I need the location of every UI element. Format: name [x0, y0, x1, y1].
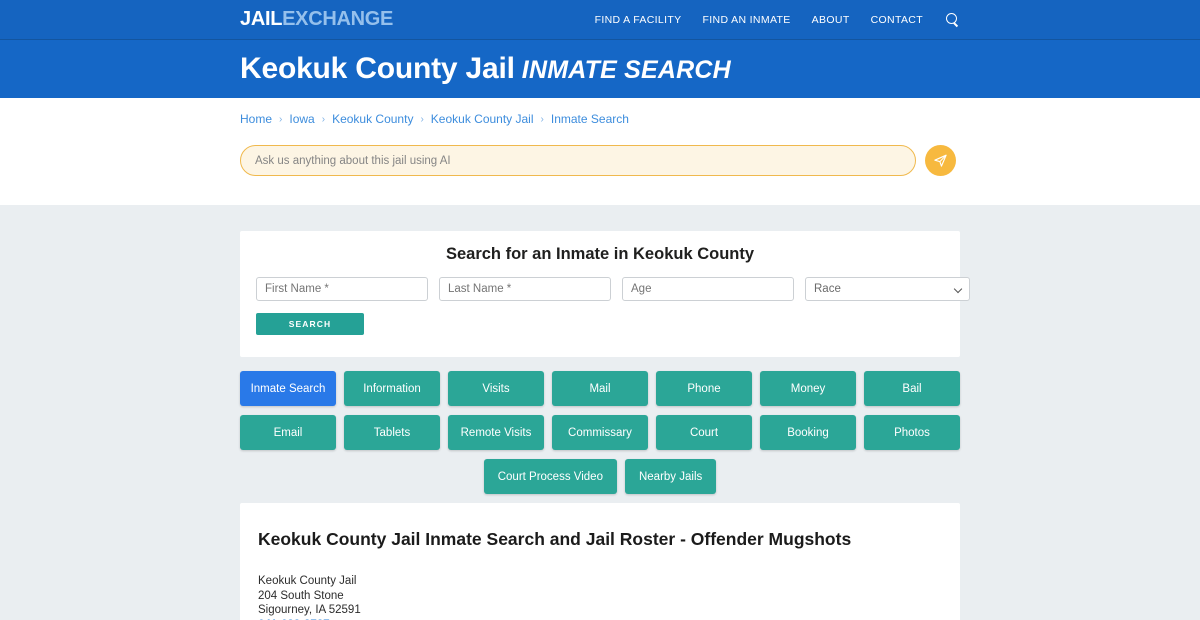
- nav-item-contact[interactable]: CONTACT: [870, 13, 923, 26]
- section-button-inmate-search[interactable]: Inmate Search: [240, 371, 336, 406]
- section-button-remote-visits[interactable]: Remote Visits: [448, 415, 544, 450]
- breadcrumb-item-inmate-search: Inmate Search: [550, 112, 629, 126]
- section-button-photos[interactable]: Photos: [864, 415, 960, 450]
- breadcrumb-item-home[interactable]: Home: [240, 112, 273, 126]
- section-nav-row-1: Inmate Search Information Visits Mail Ph…: [240, 371, 960, 406]
- nav-item-find-an-inmate[interactable]: FIND AN INMATE: [702, 13, 791, 26]
- facility-street: 204 South Stone: [258, 589, 344, 602]
- last-name-input[interactable]: [439, 277, 611, 301]
- article-heading: Keokuk County Jail Inmate Search and Jai…: [258, 529, 852, 549]
- chevron-right-icon: ›: [321, 113, 326, 125]
- search-icon[interactable]: [946, 12, 960, 27]
- section-nav-row-3: Court Process Video Nearby Jails: [240, 459, 960, 494]
- section-button-bail[interactable]: Bail: [864, 371, 960, 406]
- section-button-nearby-jails[interactable]: Nearby Jails: [624, 459, 717, 494]
- section-button-tablets[interactable]: Tablets: [344, 415, 440, 450]
- nav-item-about[interactable]: ABOUT: [811, 13, 850, 26]
- main-menu: FIND A FACILITY FIND AN INMATE ABOUT CON…: [594, 12, 960, 27]
- chevron-right-icon: ›: [420, 113, 424, 125]
- section-button-court[interactable]: Court: [656, 415, 752, 450]
- main-content: Search for an Inmate in Keokuk County Ra…: [0, 205, 1200, 620]
- section-button-booking[interactable]: Booking: [760, 415, 856, 450]
- search-fields-row: Race: [256, 277, 970, 301]
- inmate-search-card: Search for an Inmate in Keokuk County Ra…: [240, 231, 970, 357]
- logo-text-jail: JAIL: [240, 8, 283, 30]
- breadcrumb-item-keokuk-county[interactable]: Keokuk County: [332, 112, 414, 126]
- chevron-right-icon: ›: [540, 113, 544, 125]
- facility-address-block: Keokuk County Jail 204 South Stone Sigou…: [258, 574, 942, 620]
- ai-search-row: [240, 145, 960, 176]
- breadcrumb-item-keokuk-county-jail[interactable]: Keokuk County Jail: [430, 112, 534, 126]
- page-title-band: Keokuk County Jail INMATE SEARCH: [0, 40, 1200, 98]
- section-button-court-process-video[interactable]: Court Process Video: [483, 459, 617, 494]
- facility-info-card: Keokuk County Jail Inmate Search and Jai…: [240, 503, 960, 620]
- top-navigation-bar: JAILEXCHANGE FIND A FACILITY FIND AN INM…: [0, 0, 1200, 40]
- inmate-search-heading: Search for an Inmate in Keokuk County: [445, 245, 755, 263]
- section-navigation-grid: Inmate Search Information Visits Mail Ph…: [240, 371, 960, 494]
- race-select[interactable]: Race: [805, 277, 970, 301]
- ai-search-input[interactable]: [240, 145, 916, 176]
- logo-text-exchange: EXCHANGE: [282, 8, 394, 30]
- section-button-mail[interactable]: Mail: [552, 371, 648, 406]
- breadcrumb-and-ai-band: Home › Iowa › Keokuk County › Keokuk Cou…: [0, 98, 1200, 205]
- site-logo[interactable]: JAILEXCHANGE: [240, 8, 393, 31]
- section-button-phone[interactable]: Phone: [656, 371, 752, 406]
- facility-city-state-zip: Sigourney, IA 52591: [258, 604, 361, 616]
- section-nav-row-2: Email Tablets Remote Visits Commissary C…: [240, 415, 960, 450]
- nav-item-find-a-facility[interactable]: FIND A FACILITY: [594, 13, 682, 26]
- section-button-commissary[interactable]: Commissary: [552, 415, 648, 450]
- section-button-visits[interactable]: Visits: [448, 371, 544, 406]
- facility-phone-link[interactable]: 641-622-2727: [258, 619, 330, 620]
- section-button-email[interactable]: Email: [240, 415, 336, 450]
- chevron-right-icon: ›: [279, 113, 283, 125]
- race-select-wrapper: Race: [805, 277, 970, 301]
- first-name-input[interactable]: [256, 277, 428, 301]
- page-title-main: Keokuk County Jail: [240, 52, 515, 85]
- ai-send-button[interactable]: [925, 145, 956, 176]
- send-paper-plane-icon: [934, 154, 947, 167]
- section-button-information[interactable]: Information: [344, 371, 440, 406]
- breadcrumb-item-iowa[interactable]: Iowa: [289, 112, 315, 126]
- search-submit-button[interactable]: SEARCH: [256, 313, 364, 335]
- age-input[interactable]: [622, 277, 794, 301]
- facility-name: Keokuk County Jail: [258, 575, 357, 587]
- page-title: Keokuk County Jail INMATE SEARCH: [240, 52, 731, 86]
- breadcrumb: Home › Iowa › Keokuk County › Keokuk Cou…: [240, 98, 960, 126]
- page-title-subtitle: INMATE SEARCH: [521, 56, 731, 84]
- section-button-money[interactable]: Money: [760, 371, 856, 406]
